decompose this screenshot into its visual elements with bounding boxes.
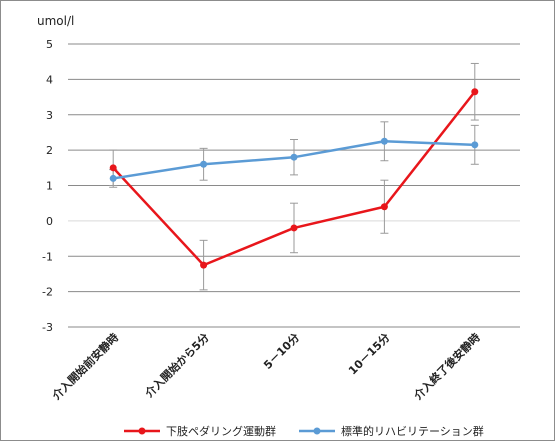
x-tick-label: 5－10分 xyxy=(260,330,302,372)
x-tick-label: 10－15分 xyxy=(345,330,392,377)
y-tick-label: 2 xyxy=(46,144,53,157)
y-tick-label: -1 xyxy=(42,250,53,263)
legend: 下肢ペダリング運動群 標準的リハビリテーション群 xyxy=(124,424,484,438)
y-tick-labels: 5 4 3 2 1 0 -1 -2 -3 xyxy=(42,38,53,334)
data-points xyxy=(109,88,479,269)
data-point xyxy=(200,261,208,269)
data-point xyxy=(471,88,479,96)
y-tick-label: 1 xyxy=(46,180,53,193)
y-axis-label: umol/l xyxy=(37,14,74,28)
legend-marker xyxy=(313,427,321,435)
data-point xyxy=(380,137,388,145)
x-tick-label: 介入終了後安静時 xyxy=(410,330,483,403)
y-tick-label: 0 xyxy=(46,215,53,228)
data-point xyxy=(109,174,117,182)
data-point xyxy=(109,164,117,172)
y-tick-label: 4 xyxy=(46,73,53,86)
gridlines xyxy=(68,43,520,328)
y-tick-label: 3 xyxy=(46,109,53,122)
y-tick-label: -2 xyxy=(42,286,53,299)
data-point xyxy=(471,141,479,149)
x-tick-label: 介入開始前安静時 xyxy=(48,330,121,403)
data-point xyxy=(290,153,298,161)
data-point xyxy=(290,224,298,232)
x-tick-label: 介入開始から5分 xyxy=(141,330,211,400)
y-tick-label: 5 xyxy=(46,38,53,51)
data-point xyxy=(380,203,388,211)
data-point xyxy=(200,160,208,168)
legend-marker xyxy=(138,427,146,435)
x-tick-labels: 介入開始前安静時 介入開始から5分 5－10分 10－15分 介入終了後安静時 xyxy=(48,330,482,403)
legend-label: 下肢ペダリング運動群 xyxy=(166,424,276,438)
legend-label: 標準的リハビリテーション群 xyxy=(341,424,484,438)
y-tick-label: -3 xyxy=(42,321,53,334)
